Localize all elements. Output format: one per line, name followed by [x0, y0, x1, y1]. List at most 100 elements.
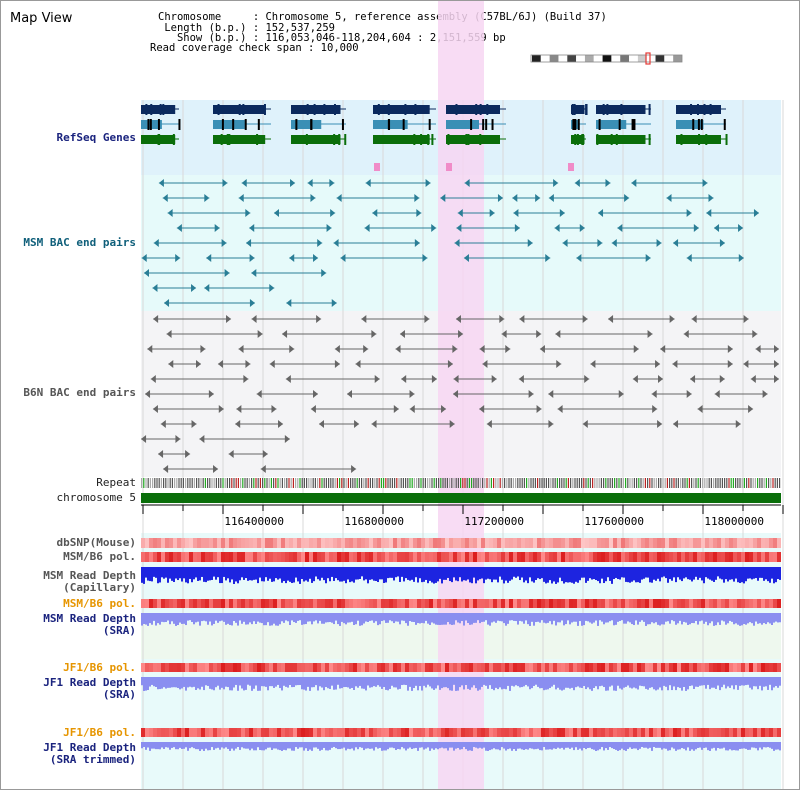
b6n-bac-pair-end [669, 315, 675, 323]
jf1-b6-pol-trimmed-heat-cell [165, 728, 169, 737]
msm-sra-depth-bar [287, 613, 289, 622]
dbsnp-heat-cell [305, 538, 309, 548]
jf1-sra-depth-bar [771, 677, 773, 691]
msm-b6-pol-heat-cell [541, 552, 545, 562]
msm-sra-depth-bar [441, 613, 443, 625]
b6n-bac-pair-end [655, 360, 661, 368]
jf1-b6-pol-heat-cell [641, 663, 645, 672]
jf1-trimmed-depth-bar [601, 742, 603, 748]
jf1-sra-depth-bar [621, 677, 623, 690]
msm-b6-pol-sra-heat-cell [481, 599, 485, 608]
b6n-bac-pair-end [660, 345, 666, 353]
msm-capillary-depth-bar [721, 567, 723, 580]
msm-b6-pol-sra-heat-cell [241, 599, 245, 608]
repeat-mark [609, 478, 611, 488]
jf1-sra-depth-bar [413, 677, 415, 689]
msm-b6-pol-sra-heat-cell [357, 599, 361, 608]
jf1-b6-pol-heat-cell [601, 663, 605, 672]
b6n-bac-pair-end [453, 375, 459, 383]
jf1-trimmed-depth-bar [689, 742, 691, 751]
msm-capillary-depth-bar [569, 567, 571, 583]
jf1-b6-pol-heat-cell [353, 663, 357, 672]
repeat-mark [530, 478, 532, 488]
jf1-sra-depth-bar [727, 677, 729, 687]
msm-capillary-depth-bar [641, 567, 643, 580]
msm-b6-pol-sra-heat-cell [449, 599, 453, 608]
gene-exon [585, 104, 588, 115]
msm-capillary-depth-bar [251, 567, 253, 581]
jf1-sra-depth-bar [499, 677, 501, 688]
msm-sra-depth-bar [401, 613, 403, 621]
jf1-b6-pol-heat-cell [509, 663, 513, 672]
jf1-b6-pol-heat-cell [513, 663, 517, 672]
jf1-trimmed-depth-bar [413, 742, 415, 749]
gene-exon [596, 120, 627, 129]
jf1-sra-depth-bar [463, 677, 465, 690]
msm-capillary-depth-bar [323, 567, 325, 581]
jf1-sra-depth-bar [635, 677, 637, 689]
dbsnp-heat-cell [461, 538, 465, 548]
jf1-b6-pol-trimmed-heat-cell [569, 728, 573, 737]
gene-exon [485, 119, 488, 130]
repeat-mark [185, 478, 187, 488]
b6n-bac-pair-end [584, 375, 590, 383]
chromosome-ideogram[interactable] [529, 52, 689, 66]
msm-capillary-depth-bar [595, 567, 597, 581]
msm-sra-depth-bar [167, 613, 169, 621]
msm-capillary-depth-bar [701, 567, 703, 581]
b6n-bac-pair-end [150, 375, 156, 383]
dbsnp-heat-cell [657, 538, 661, 548]
jf1-trimmed-depth-bar [683, 742, 685, 749]
jf1-sra-depth-bar [239, 677, 241, 686]
repeat-mark [651, 478, 653, 488]
dbsnp-heat-cell [673, 538, 677, 548]
repeat-mark [220, 478, 222, 488]
b6n-bac-pair-end [447, 360, 453, 368]
jf1-b6-pol-heat-cell [721, 663, 725, 672]
msm-capillary-depth-bar [767, 567, 769, 582]
msm-b6-pol-sra-heat-cell [209, 599, 213, 608]
msm-bac-pair-end [286, 299, 292, 307]
dbsnp-heat-cell [449, 538, 453, 548]
repeat-mark [240, 478, 242, 488]
jf1-b6-pol-trimmed-heat-cell [177, 728, 181, 737]
msm-b6-pol-sra-heat-cell [581, 599, 585, 608]
gene-exon [306, 104, 309, 115]
jf1-sra-depth-bar [365, 677, 367, 691]
jf1-sra-depth-bar [697, 677, 699, 687]
dbsnp-heat-cell [513, 538, 517, 548]
msm-capillary-depth-bar [331, 567, 333, 577]
msm-sra-depth-bar [525, 613, 527, 621]
jf1-b6-pol-heat-cell [433, 663, 437, 672]
msm-sra-depth-bar [547, 613, 549, 623]
msm-sra-depth-bar [497, 613, 499, 621]
genome-track-area[interactable]: 116400000 116800000 117200000 117600000 1180… [141, 1, 799, 790]
jf1-sra-depth-bar [431, 677, 433, 689]
msm-capillary-depth-bar [735, 567, 737, 579]
jf1-b6-pol-heat-cell [593, 663, 597, 672]
msm-capillary-depth-bar [601, 567, 603, 579]
jf1-trimmed-depth-bar [305, 742, 307, 749]
ideogram-band [540, 55, 550, 62]
jf1-trimmed-depth-bar [347, 742, 349, 749]
jf1-sra-depth-bar [555, 677, 557, 690]
jf1-b6-pol-trimmed-heat-cell [237, 728, 241, 737]
msm-sra-depth-bar [437, 613, 439, 625]
gene-exon [620, 104, 623, 115]
repeat-mark [224, 478, 226, 488]
jf1-b6-pol-heat-cell [761, 663, 765, 672]
b6n-bac-pair-end [519, 315, 525, 323]
msm-bac-pair-end [666, 194, 672, 202]
jf1-b6-pol-trimmed-heat-cell [169, 728, 173, 737]
dbsnp-heat-cell [757, 538, 761, 548]
repeat-mark [548, 478, 550, 488]
jf1-b6-pol-heat-cell [493, 663, 497, 672]
b6n-bac-pair-end [218, 405, 224, 413]
msm-b6-pol-sra-heat-cell [537, 599, 541, 608]
msm-sra-depth-bar [709, 613, 711, 624]
jf1-trimmed-depth-bar [521, 742, 523, 750]
msm-capillary-depth-bar [495, 567, 497, 580]
repeat-mark [361, 478, 363, 488]
b6n-bac-pair-end [152, 405, 158, 413]
repeat-mark [644, 478, 646, 488]
